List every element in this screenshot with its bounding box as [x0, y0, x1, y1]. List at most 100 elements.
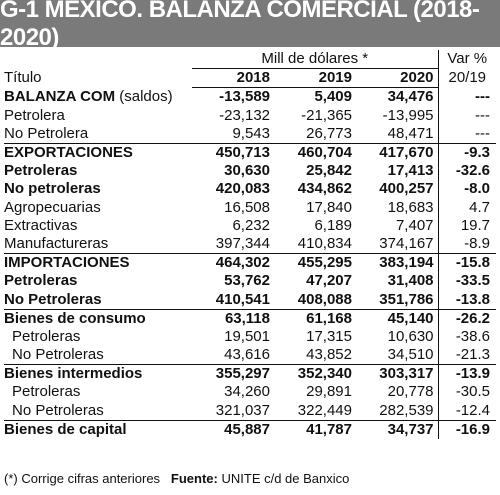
var-cell: -12.4: [437, 401, 497, 421]
value-cell-2018: 355,297: [192, 364, 274, 384]
var-cell: -33.5: [437, 272, 497, 291]
table-row: Petroleras 19,501 17,315 10,630 -38.6: [4, 327, 497, 346]
table-row: Bienes de consumo 63,118 61,168 45,140 -26.2: [4, 308, 497, 328]
table-row: Bienes de capital 45,887 41,787 34,737 -16.9: [4, 419, 497, 439]
value-cell-2020: 282,539: [379, 401, 434, 419]
value-cell-2019: 47,207: [306, 272, 352, 290]
table-row: Extractivas 6,232 6,189 7,407 19.7: [4, 216, 497, 235]
value-cell-2018: 9,543: [232, 124, 270, 142]
year-2018: 2018: [192, 68, 274, 89]
value-cell-2019: 17,315: [306, 327, 352, 345]
var-cell: -32.6: [437, 162, 497, 181]
value-cell-2019: 460,704: [274, 142, 356, 163]
table-row: No Petrolera 9,543 26,773 48,471 ---: [4, 124, 497, 144]
row-label-text: Agropecuarias: [4, 198, 101, 216]
value-cell-2018: 30,630: [224, 162, 270, 180]
table-row: Petroleras 34,260 29,891 20,778 -30.5: [4, 383, 497, 402]
value-cell-2019: 25,842: [306, 162, 352, 180]
row-label: Bienes de consumo: [4, 308, 192, 328]
row-label-text: BALANZA COM: [4, 88, 116, 106]
row-label: Petroleras: [4, 328, 192, 346]
row-label-text: No Petroleras: [4, 290, 102, 308]
row-label: No Petroleras: [4, 346, 192, 365]
table-row: Petroleras 30,630 25,842 17,413 -32.6: [4, 162, 497, 181]
footer-note: (*) Corrige cifras anteriores: [4, 471, 161, 486]
row-label: Bienes de capital: [4, 419, 192, 439]
value-cell-2018: 43,616: [224, 346, 270, 364]
var-cell: -13.8: [437, 290, 497, 310]
row-label-text: No petroleras: [4, 180, 101, 198]
table-row: IMPORTACIONES 464,302 455,295 383,194 -15.8: [4, 253, 497, 273]
value-cell-2018: 464,302: [192, 253, 274, 273]
header-row-units: Mill de dólares * Var %: [4, 50, 497, 70]
var-cell: -13.9: [437, 364, 497, 384]
row-label: No Petroleras: [4, 402, 192, 421]
value-cell-2020: 17,413: [387, 162, 434, 180]
value-cell-2018: -23,132: [219, 106, 270, 124]
value-cell-2020: 31,408: [387, 272, 434, 290]
value-cell-2019: 352,340: [274, 364, 356, 384]
footer-source-label: Fuente:: [170, 471, 218, 486]
table-row: Agropecuarias 16,508 17,840 18,683 4.7: [4, 198, 497, 217]
row-label-text: No Petroleras: [12, 346, 104, 364]
row-label: Agropecuarias: [4, 199, 192, 217]
value-cell-2018: 53,762: [224, 272, 270, 290]
value-cell-2020: 400,257: [379, 180, 434, 198]
trade-balance-table: Mill de dólares * Var % Título 2018 2019…: [4, 50, 497, 439]
row-label-text: Petroleras: [4, 162, 78, 180]
header-row-years: Título 2018 2019 2020 20/19: [4, 68, 497, 89]
value-cell-2018: 63,118: [192, 308, 274, 328]
table-row: BALANZA COM (saldos) -13,589 5,409 34,476 --…: [4, 87, 497, 107]
var-cell: -15.8: [437, 253, 497, 273]
row-label: Petrolera: [4, 107, 192, 125]
var-cell: 4.7: [437, 198, 497, 217]
row-label-text: No Petroleras: [12, 401, 104, 419]
table-row: EXPORTACIONES 450,713 460,704 417,670 -9.3: [4, 142, 497, 163]
table-row: Petroleras 53,762 47,207 31,408 -33.5: [4, 272, 497, 291]
var-cell: ---: [437, 124, 497, 144]
value-cell-2018: 19,501: [224, 327, 270, 345]
value-cell-2019: 5,409: [314, 88, 352, 106]
row-label-text: No Petrolera: [4, 124, 89, 142]
value-cell-2020: 45,140: [356, 308, 439, 328]
row-label-text: Bienes de consumo: [4, 309, 146, 327]
var-cell: -38.6: [437, 327, 497, 346]
row-label-text: Bienes de capital: [4, 420, 127, 438]
value-cell-2020: 34,476: [387, 88, 434, 106]
value-cell-2019: 322,449: [297, 401, 352, 419]
value-cell-2020: 34,737: [356, 419, 439, 439]
value-cell-2018: 45,887: [192, 419, 274, 439]
var-cell: -8.0: [437, 180, 497, 199]
row-label: No Petrolera: [4, 125, 192, 144]
row-label-text: Extractivas: [4, 216, 78, 234]
row-label: IMPORTACIONES: [4, 253, 192, 273]
footer-source-text: UNITE c/d de Banxico: [217, 471, 350, 486]
var-cell: -21.3: [437, 346, 497, 365]
value-cell-2020: -13,995: [382, 106, 434, 124]
row-label-text: EXPORTACIONES: [4, 144, 133, 162]
table-body: BALANZA COM (saldos) -13,589 5,409 34,476 --…: [4, 87, 497, 439]
value-cell-2018: 420,083: [215, 180, 270, 198]
year-2020: 2020: [356, 68, 439, 89]
var-cell: ---: [437, 87, 497, 107]
var-cell: -16.9: [437, 419, 497, 439]
table-row: No petroleras 420,083 434,862 400,257 -8.0: [4, 180, 497, 199]
value-cell-2018: 397,344: [215, 234, 270, 252]
var-cell: -30.5: [437, 383, 497, 402]
var-label: Var %: [437, 50, 497, 69]
value-cell-2018: 321,037: [215, 401, 270, 419]
row-label: Bienes intermedios: [4, 364, 192, 384]
row-label: EXPORTACIONES: [4, 142, 192, 163]
value-cell-2020: 383,194: [356, 253, 439, 273]
value-cell-2020: 20,778: [387, 383, 434, 401]
value-cell-2019: -21,365: [301, 106, 352, 124]
value-cell-2018: 450,713: [192, 142, 274, 163]
footer: (*) Corrige cifras anteriores Fuente: UN…: [4, 471, 496, 486]
var-cell: ---: [437, 106, 497, 125]
value-cell-2020: 417,670: [356, 142, 439, 163]
table-row: No Petroleras 43,616 43,852 34,510 -21.3: [4, 346, 497, 365]
value-cell-2020: 374,167: [379, 234, 434, 252]
var-cell: -26.2: [437, 308, 497, 328]
figure-title: G-1 MÉXICO. BALANZA COMERCIAL (2018-2020…: [0, 0, 500, 51]
